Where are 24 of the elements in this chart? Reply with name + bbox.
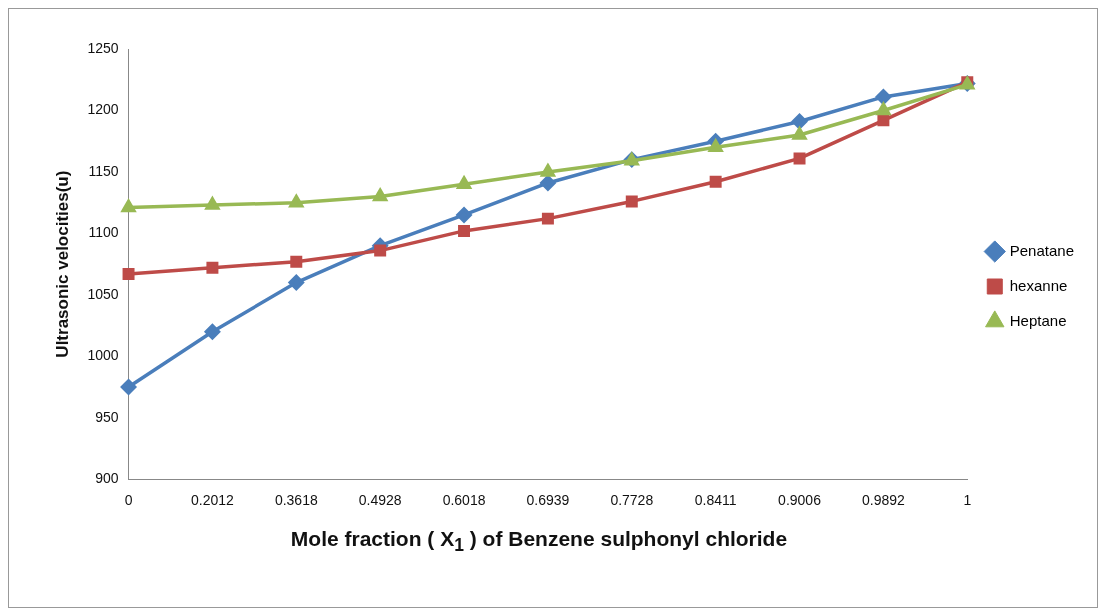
x-tick-label: 0.6939	[526, 492, 570, 509]
y-tick-label: 1150	[88, 162, 119, 179]
x-tick-label: 0.7728	[610, 492, 654, 509]
x-tick-label: 0.4928	[358, 492, 402, 509]
y-tick-label: 1200	[87, 101, 119, 118]
x-tick-label: 0.8411	[694, 492, 737, 509]
y-tick-label: 950	[95, 408, 119, 425]
x-tick-label: 0.9006	[778, 492, 822, 509]
y-axis-title: Ultrasonic velocities(u)	[52, 170, 72, 358]
x-tick-label: 0.3618	[274, 492, 318, 509]
x-tick-label: 0.6018	[442, 492, 486, 509]
y-tick-label: 1250	[87, 39, 119, 56]
x-tick-label: 0.2012	[191, 492, 235, 509]
legend-label: Penatane	[1009, 241, 1075, 259]
legend-label: hexanne	[1009, 276, 1068, 294]
x-tick-label: 0.9892	[861, 492, 906, 509]
legend-label: Heptane	[1009, 311, 1067, 329]
x-tick-label: 1	[963, 492, 972, 509]
y-tick-label: 1100	[88, 224, 119, 241]
y-tick-label: 1050	[87, 285, 119, 302]
y-tick-label: 1000	[87, 347, 119, 364]
x-tick-label: 0	[124, 492, 133, 509]
x-axis-title: Mole fraction ( X$_{1}$ ) of Benzene sulphonyl chloride	[289, 527, 789, 557]
y-tick-label: 900	[95, 470, 119, 487]
